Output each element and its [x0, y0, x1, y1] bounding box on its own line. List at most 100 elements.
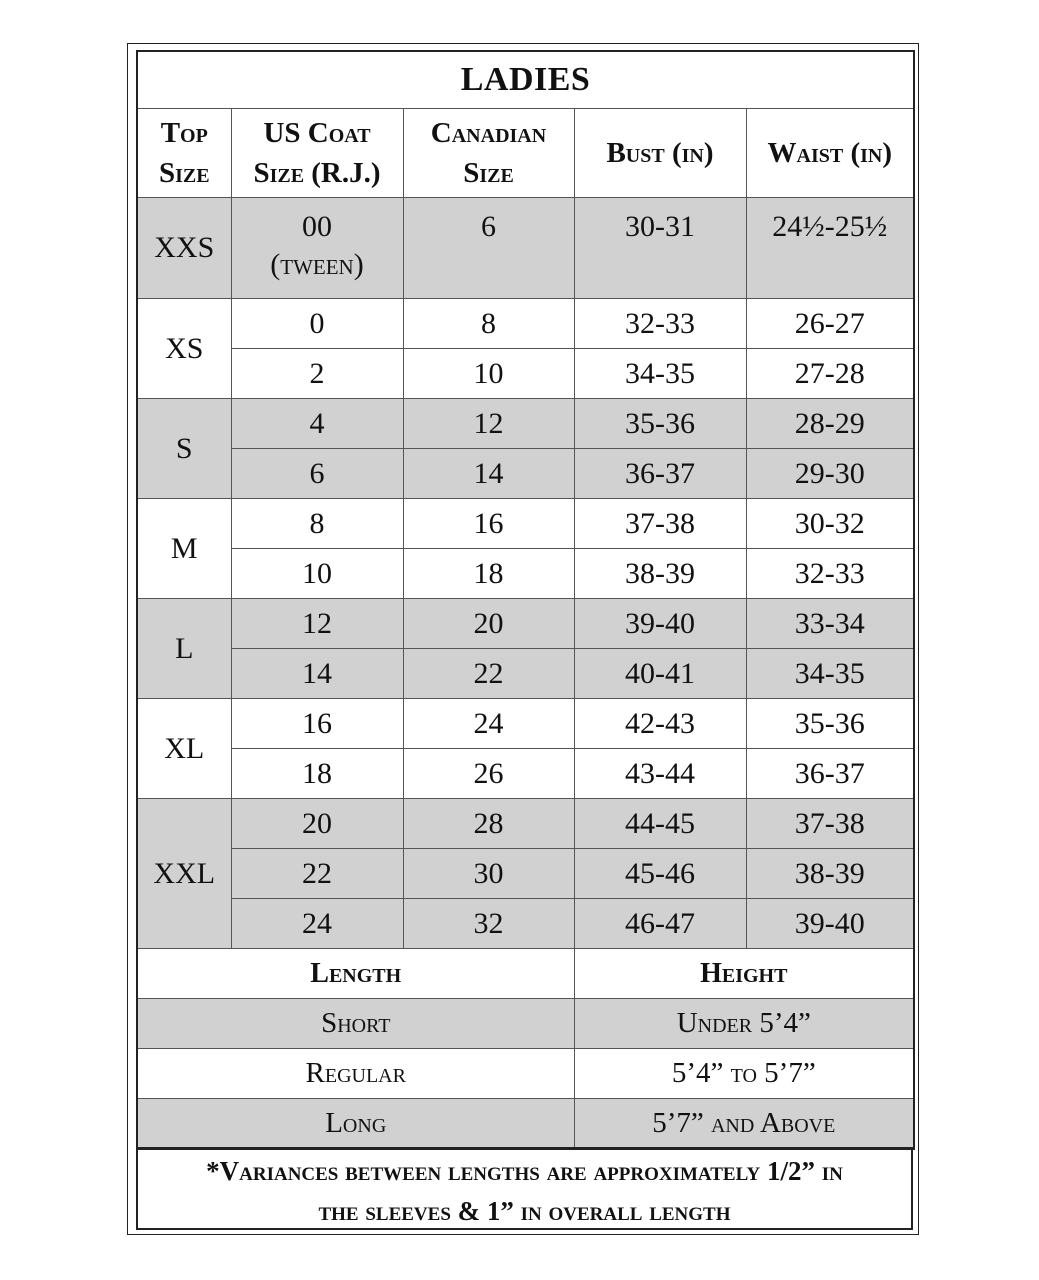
bust-value: 40-41 [625, 656, 695, 690]
length-cell: Short [136, 998, 575, 1049]
column-header-line: Waist (in) [767, 137, 893, 169]
bust-value: 37-38 [625, 506, 695, 540]
ca-cell: 30 [402, 848, 575, 899]
table-row: 14 22 40-41 34-35 [137, 648, 915, 699]
bust-cell: 35-36 [573, 398, 747, 449]
ca-value: 12 [473, 406, 504, 440]
bust-value: 43-44 [625, 756, 695, 790]
ca-cell: 6 [402, 197, 575, 299]
us-value: 12 [302, 606, 332, 640]
us-value: 14 [302, 656, 332, 690]
waist-cell: 36-37 [745, 748, 915, 799]
ca-cell: 14 [402, 448, 575, 499]
length-table: Length Height [136, 948, 915, 999]
us-value: 16 [302, 706, 332, 740]
table-row: XS 0 8 32-33 26-27 [136, 298, 915, 399]
waist-value: 36-37 [794, 756, 865, 790]
column-header-line: Size (R.J.) [253, 157, 381, 189]
waist-value: 28-29 [794, 406, 865, 440]
bust-cell: 42-43 [573, 698, 747, 749]
height-cell: 5’7” and Above [573, 1098, 915, 1150]
top-size-cell: L [136, 598, 232, 699]
us-value: 4 [309, 406, 325, 440]
height-header: Height [573, 948, 915, 999]
ca-cell: 20 [402, 598, 575, 649]
bust-value: 34-35 [625, 356, 695, 390]
footnote: *Variances between lengths are approxima… [136, 1147, 913, 1230]
bust-cell: 39-40 [573, 598, 747, 649]
waist-value: 34-35 [794, 656, 865, 690]
waist-cell: 28-29 [745, 398, 915, 449]
column-header-line: Top [160, 117, 208, 149]
ca-cell: 12 [402, 398, 575, 449]
waist-value: 33-34 [794, 606, 865, 640]
us-cell: 0 [230, 298, 404, 349]
us-value: 10 [302, 556, 332, 590]
ca-value: 24 [473, 706, 504, 740]
bust-cell: 34-35 [573, 348, 747, 399]
table-row: 22 30 45-46 38-39 [137, 848, 915, 899]
column-header: Canadian Size [402, 108, 575, 198]
waist-cell: 29-30 [745, 448, 915, 499]
ca-cell: 10 [402, 348, 575, 399]
waist-cell: 26-27 [745, 298, 915, 349]
us-cell: 2 [230, 348, 404, 399]
top-size-cell: XXS [136, 197, 232, 299]
size-rows: XXS 00 (tween) 6 30-31 24½-25½ XS 0 8 32-33 26-27 2… [136, 197, 915, 949]
ca-cell: 24 [402, 698, 575, 749]
bust-value: 39-40 [625, 606, 695, 640]
table-row: XXL 20 28 44-45 37-38 [136, 798, 915, 949]
us-cell: 6 [230, 448, 404, 499]
us-value: 20 [302, 806, 332, 840]
ca-value: 28 [473, 806, 504, 840]
top-size-cell: XL [136, 698, 232, 799]
chart-title: LADIES [136, 50, 915, 109]
ca-value: 22 [473, 656, 504, 690]
waist-cell: 27-28 [745, 348, 915, 399]
bust-value: 42-43 [625, 706, 695, 740]
table-row: M 8 16 37-38 30-32 [136, 498, 915, 599]
bust-cell: 30-31 [573, 197, 747, 299]
bust-cell: 40-41 [573, 648, 747, 699]
ca-cell: 22 [402, 648, 575, 699]
waist-value: 26-27 [794, 306, 865, 340]
column-header-line: Size [463, 157, 514, 189]
length-rows: Short Under 5’4” Regular 5’4” to 5’7” Long 5’… [136, 998, 915, 1150]
ca-value: 16 [473, 506, 504, 540]
ca-value: 30 [473, 856, 504, 890]
bust-cell: 46-47 [573, 898, 747, 949]
bust-value: 30-31 [625, 210, 695, 243]
length-row: Regular 5’4” to 5’7” [136, 1048, 915, 1099]
bust-cell: 36-37 [573, 448, 747, 499]
waist-value: 27-28 [794, 356, 865, 390]
us-value: 6 [309, 456, 325, 490]
us-cell: 12 [230, 598, 404, 649]
waist-cell: 34-35 [745, 648, 915, 699]
table-row: 2 10 34-35 27-28 [137, 348, 915, 399]
waist-cell: 33-34 [745, 598, 915, 649]
table-row: L 12 20 39-40 33-34 [136, 598, 915, 699]
bust-cell: 45-46 [573, 848, 747, 899]
waist-value: 38-39 [794, 856, 865, 890]
waist-cell: 38-39 [745, 848, 915, 899]
length-header-row: Length Height [136, 948, 915, 999]
ca-cell: 28 [402, 798, 575, 849]
table-row: XXS 00 (tween) 6 30-31 24½-25½ [136, 197, 915, 299]
waist-value: 39-40 [794, 906, 865, 940]
length-row: Long 5’7” and Above [136, 1098, 915, 1150]
length-row: Short Under 5’4” [136, 998, 915, 1049]
us-value: 0 [309, 306, 325, 340]
bust-value: 44-45 [625, 806, 695, 840]
bust-value: 35-36 [625, 406, 695, 440]
ca-value: 20 [473, 606, 504, 640]
ca-value: 32 [473, 906, 504, 940]
bust-cell: 43-44 [573, 748, 747, 799]
ca-cell: 16 [402, 498, 575, 549]
ca-value: 14 [473, 456, 504, 490]
ca-value: 6 [481, 210, 496, 243]
column-header: US Coat Size (R.J.) [230, 108, 404, 198]
column-header: Bust (in) [573, 108, 747, 198]
table-row: 10 18 38-39 32-33 [137, 548, 915, 599]
waist-value: 37-38 [794, 806, 865, 840]
header-row: Top Size US Coat Size (R.J.) Canadian Size Bus… [136, 108, 915, 198]
